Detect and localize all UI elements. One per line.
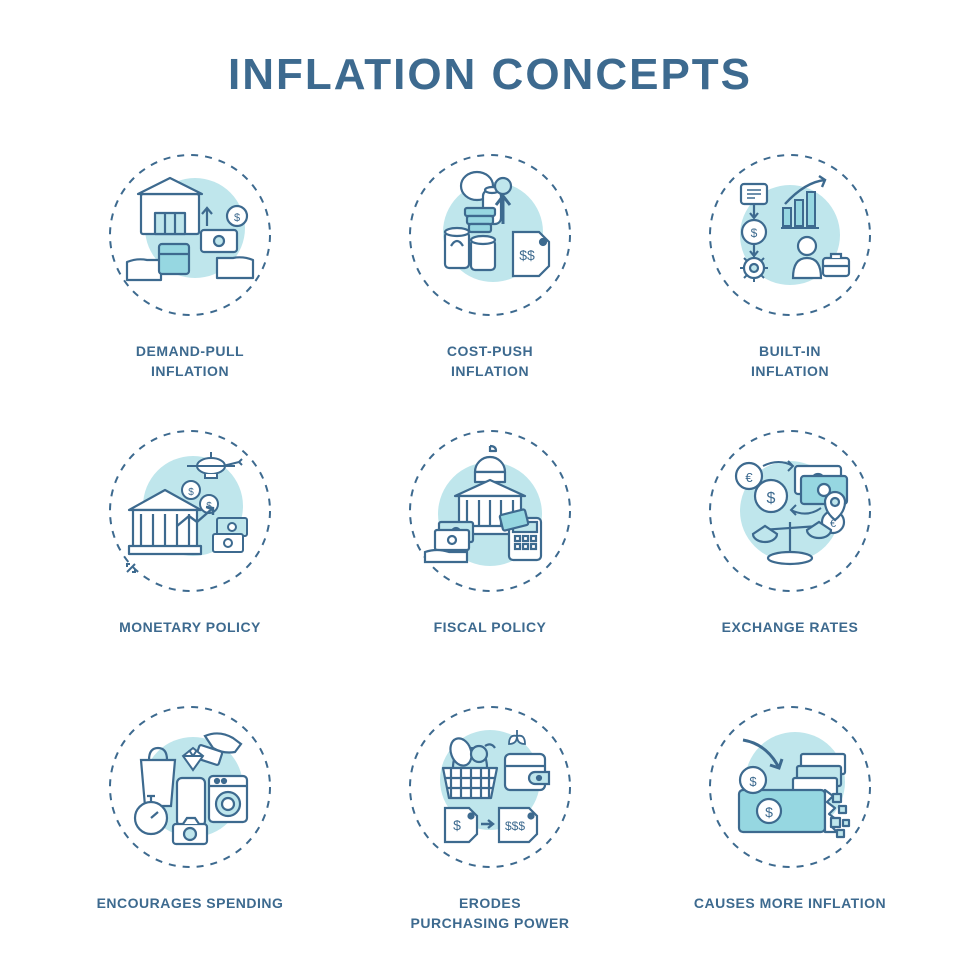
monetary-policy-icon: $ $ [105,426,275,596]
svg-text:$: $ [453,817,461,833]
svg-text:$: $ [234,212,240,224]
cell-encourages-spending: ENCOURAGES SPENDING [60,702,320,940]
cell-exchange-rates: € $ € [660,426,920,664]
svg-text:$$$: $$$ [505,819,525,833]
svg-text:$$: $$ [519,247,535,263]
cell-causes-more-inflation: $ $ CAUSES MORE INFLATION [660,702,920,940]
page-title: INFLATION CONCEPTS [228,50,752,100]
cell-fiscal-policy: FISCAL POLICY [360,426,620,664]
label-causes-more-inflation: CAUSES MORE INFLATION [694,894,886,914]
cell-demand-pull-inflation: $ DEMAND-PULL INFLATION [60,150,320,388]
label-exchange-rates: EXCHANGE RATES [722,618,859,638]
encourages-spending-icon [105,702,275,872]
svg-text:$: $ [751,226,758,240]
fiscal-policy-icon [405,426,575,596]
svg-text:$: $ [765,804,773,820]
label-demand-pull-inflation: DEMAND-PULL INFLATION [136,342,244,381]
cost-push-icon: $$ [405,150,575,320]
exchange-rates-icon: € $ € [705,426,875,596]
label-erodes-purchasing-power: ERODES PURCHASING POWER [411,894,570,933]
svg-text:$: $ [767,490,776,507]
cell-erodes-purchasing-power: $ $$$ ERODES PURCHASING POWER [360,702,620,940]
svg-text:€: € [745,470,753,485]
cell-monetary-policy: $ $ MONETARY POLICY [60,426,320,664]
label-built-in-inflation: BUILT-IN INFLATION [751,342,829,381]
causes-more-inflation-icon: $ $ [705,702,875,872]
label-fiscal-policy: FISCAL POLICY [434,618,547,638]
label-cost-push-inflation: COST-PUSH INFLATION [447,342,533,381]
svg-text:$: $ [188,487,194,498]
label-encourages-spending: ENCOURAGES SPENDING [97,894,284,914]
cell-cost-push-inflation: $$ COST-PUSH INFLATION [360,150,620,388]
erodes-purchasing-power-icon: $ $$$ [405,702,575,872]
cell-built-in-inflation: $ [660,150,920,388]
demand-pull-icon: $ [105,150,275,320]
built-in-icon: $ [705,150,875,320]
svg-text:$: $ [749,774,757,789]
label-monetary-policy: MONETARY POLICY [119,618,261,638]
concepts-grid: $ DEMAND-PULL INFLATION [60,150,920,940]
